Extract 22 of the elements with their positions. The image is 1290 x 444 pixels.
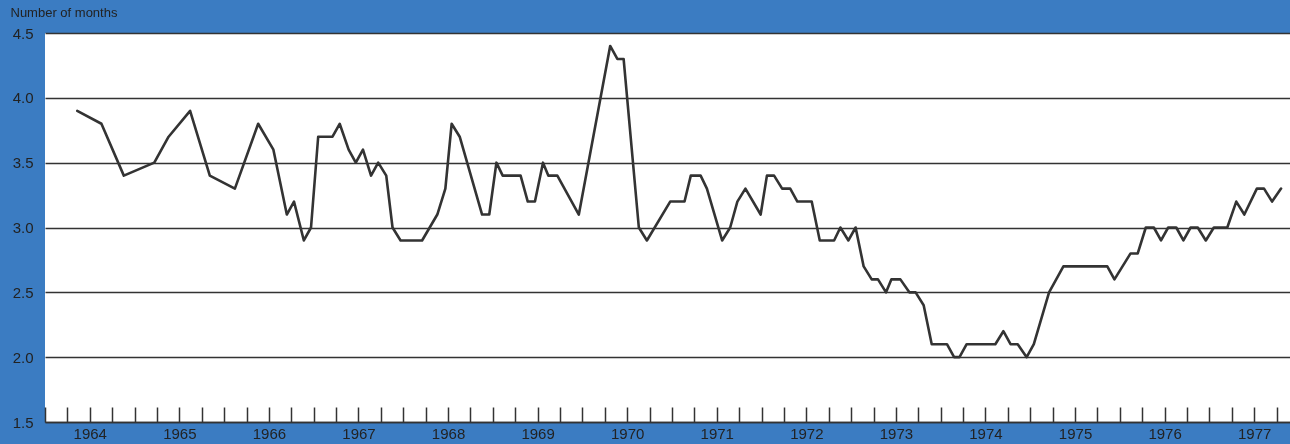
y-tick-label: 4.0 [12, 89, 34, 107]
y-tick-label: 3.0 [12, 219, 34, 236]
x-tick-label: 1968 [431, 424, 466, 442]
x-tick-label: 1975 [1058, 424, 1093, 442]
x-tick-label: 1965 [163, 424, 197, 442]
x-tick-label: 1972 [790, 424, 824, 442]
y-tick-label: 1.5 [12, 413, 34, 431]
x-tick-label: 1969 [521, 424, 555, 442]
y-axis-title: Number of months [10, 4, 118, 20]
x-tick-label: 1976 [1148, 424, 1182, 442]
x-tick-label: 1970 [611, 424, 645, 442]
x-tick-label: 1977 [1237, 424, 1272, 442]
x-tick-label: 1973 [879, 424, 914, 442]
x-tick-label: 1966 [252, 424, 287, 442]
y-tick-label: 2.5 [12, 283, 34, 301]
x-tick-label: 1964 [73, 424, 107, 442]
x-tick-label: 1974 [969, 424, 1003, 442]
x-tick-label: 1971 [700, 424, 734, 442]
x-tick-label: 1967 [342, 424, 376, 442]
y-tick-label: 3.5 [12, 154, 34, 172]
y-tick-label: 4.5 [12, 24, 34, 42]
y-tick-label: 2.0 [12, 348, 34, 366]
